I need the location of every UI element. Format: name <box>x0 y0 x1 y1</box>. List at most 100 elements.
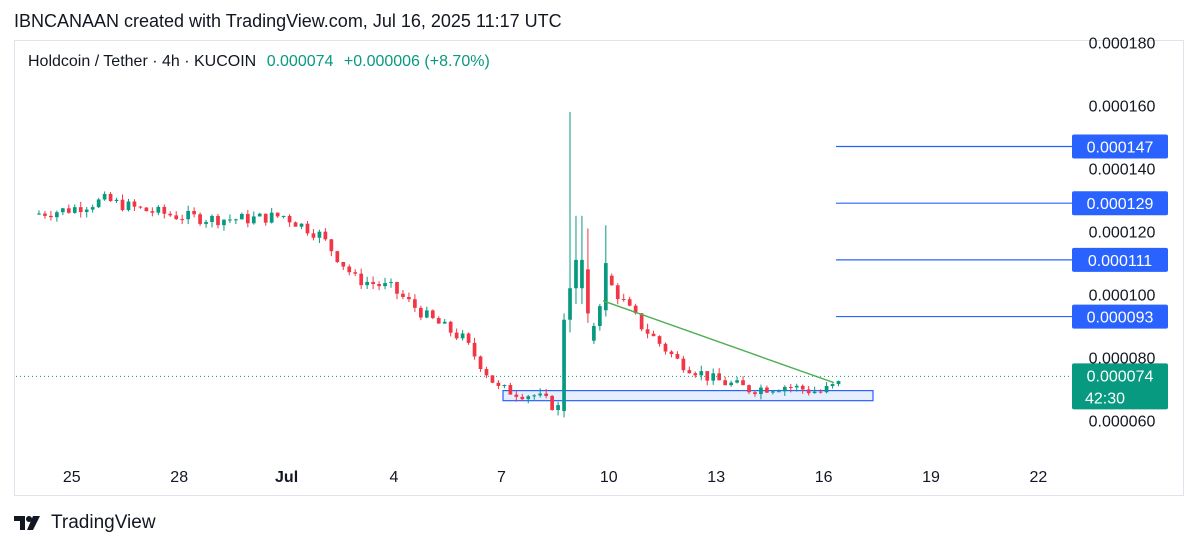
candle-down <box>78 207 83 213</box>
candle-down <box>419 307 423 318</box>
candle-down <box>633 305 638 314</box>
candle-down <box>275 212 280 217</box>
candle-down <box>669 351 674 355</box>
candle-up <box>836 381 841 385</box>
candle-down <box>466 333 471 343</box>
chart-frame <box>14 40 1184 496</box>
candle-up <box>222 219 226 226</box>
candle-down <box>520 396 525 400</box>
candle-up <box>55 212 59 218</box>
candle-up <box>204 222 208 224</box>
candle-down <box>550 395 554 410</box>
candle-down <box>359 273 364 286</box>
x-axis-tick-label: 22 <box>1030 469 1048 486</box>
candle-down <box>49 215 53 218</box>
candle-up <box>782 386 787 392</box>
candle-down <box>544 393 548 396</box>
candle-down <box>311 233 316 238</box>
candle-down <box>448 321 453 333</box>
candle-down <box>377 284 381 287</box>
candle-up <box>126 201 131 211</box>
candle-up <box>102 193 107 200</box>
candle-down <box>747 385 751 393</box>
candle-down <box>478 356 483 370</box>
legend-last-price: 0.000074 <box>266 53 334 70</box>
candle-down <box>371 281 375 285</box>
candle-up <box>562 319 566 412</box>
legend-change: +0.000006 (+8.70%) <box>343 53 490 70</box>
candle-down <box>454 332 459 339</box>
candle-down <box>693 373 698 376</box>
candle-down <box>305 223 310 234</box>
candle-down <box>401 293 405 297</box>
candle-up <box>538 393 543 396</box>
candle-down <box>335 251 340 263</box>
candle-down <box>621 299 626 301</box>
target-level-label-bg <box>1072 134 1168 159</box>
candle-up <box>442 321 447 324</box>
chart-attribution: IBNCANAAN created with TradingView.com, … <box>14 11 562 31</box>
candle-down <box>651 333 656 337</box>
candle-down <box>514 394 519 397</box>
candle-down <box>663 343 668 352</box>
candle-down <box>395 282 399 294</box>
candle-up <box>240 213 244 220</box>
x-axis-tick-label: 4 <box>390 469 399 486</box>
candle-down <box>687 370 692 374</box>
x-axis-tick-label: 25 <box>63 469 81 486</box>
candle-down <box>413 299 417 308</box>
candle-down <box>717 373 722 381</box>
candle-down <box>741 380 745 386</box>
candle-down <box>496 382 501 386</box>
candle-up <box>383 283 387 287</box>
candle-up <box>84 209 89 213</box>
y-axis-tick-label: 0.000060 <box>1089 414 1156 431</box>
candle-down <box>806 389 811 394</box>
candle-down <box>138 206 143 208</box>
candle-down <box>287 215 292 223</box>
candle-down <box>681 358 686 371</box>
support-zone-rectangle[interactable] <box>502 389 874 402</box>
candle-up <box>96 199 101 208</box>
candle-down <box>615 285 620 300</box>
candle-up <box>592 326 596 341</box>
candle-up <box>603 263 608 311</box>
descending-trendline[interactable] <box>602 300 835 384</box>
candle-down <box>723 380 727 386</box>
candle-up <box>777 391 781 393</box>
candle-up <box>735 380 739 383</box>
candle-down <box>609 275 614 286</box>
symbol-legend[interactable]: Holdcoin / Tether · 4h · KUCOIN 0.000074… <box>28 53 490 71</box>
candle-up <box>281 215 286 217</box>
y-axis-tick-label: 0.000140 <box>1089 162 1156 179</box>
candle-down <box>753 392 757 395</box>
candle-down <box>120 199 125 211</box>
y-axis-tick-label: 0.000120 <box>1089 225 1156 242</box>
candle-down <box>675 354 680 359</box>
candle-up <box>574 259 578 289</box>
candle-up <box>269 212 274 223</box>
target-level-label-bg <box>1072 247 1168 272</box>
x-axis-tick-label: 19 <box>922 469 940 486</box>
target-level-label-bg <box>1072 304 1168 329</box>
candle-down <box>293 222 298 227</box>
candle-up <box>37 213 41 215</box>
candle-down <box>788 386 793 388</box>
target-level-label: 0.000111 <box>1088 253 1152 270</box>
target-level-label-bg <box>1072 191 1168 216</box>
candle-up <box>556 405 560 410</box>
current-price-label: 0.000074 <box>1087 368 1154 385</box>
footer-brand-label: TradingView <box>51 512 156 533</box>
candle-up <box>257 213 262 217</box>
candle-down <box>705 371 710 381</box>
candle-down <box>645 329 650 334</box>
footer-brand[interactable]: TradingView <box>14 512 156 534</box>
candle-up <box>699 371 704 376</box>
x-axis-tick-label: 10 <box>600 469 618 486</box>
candle-down <box>472 342 477 357</box>
candle-down <box>180 219 185 221</box>
candle-down <box>765 387 769 393</box>
candle-down <box>353 272 358 274</box>
target-level-label: 0.000129 <box>1087 196 1154 213</box>
